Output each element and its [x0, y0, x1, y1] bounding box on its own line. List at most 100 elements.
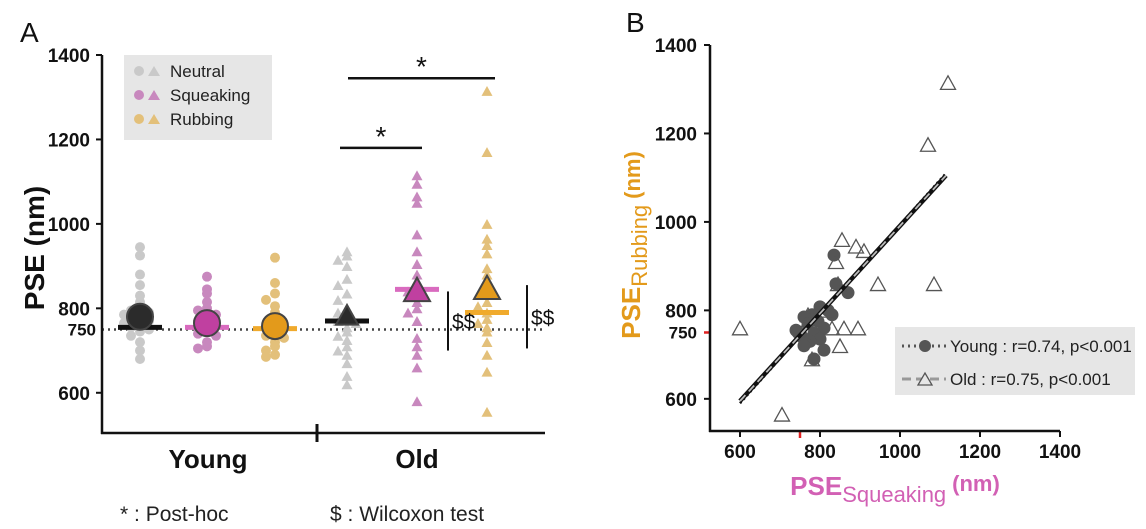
point-old-squeaking-18 — [411, 349, 423, 360]
point-old-neutral-15 — [332, 330, 344, 341]
point-old-rubbing-19 — [481, 366, 493, 377]
b-y-tick-label-1400: 1400 — [655, 36, 697, 57]
legend-background — [124, 55, 272, 140]
panel-a-annotations: * * $$ $$ — [340, 51, 555, 351]
point-old-squeaking-19 — [411, 362, 423, 373]
point-young-rubbing-0 — [270, 252, 280, 263]
b-fit-line-old — [739, 174, 947, 402]
b-y-tick-label-800: 800 — [665, 301, 697, 322]
legend-young: Young : r=0.74, p<0.001 — [950, 337, 1132, 356]
b-point-young-15 — [797, 339, 811, 353]
point-old-neutral-2 — [332, 254, 344, 265]
b-y-tick-label-1000: 1000 — [655, 213, 697, 234]
point-young-neutral-18 — [126, 330, 136, 341]
footnote-posthoc: * : Post-hoc — [120, 503, 229, 526]
point-old-squeaking-15 — [411, 316, 423, 326]
panel-b-points — [731, 74, 957, 422]
point-old-squeaking-4 — [411, 229, 423, 240]
panel-b-ylabel-unit: (nm) — [620, 151, 645, 199]
legend-rubbing: Rubbing — [170, 110, 233, 129]
panel-b-ylabel-subscript: Rubbing — [627, 205, 652, 287]
legend-rubbing-triangle-icon — [148, 114, 160, 124]
wilcoxon-label-0: $$ — [452, 311, 476, 334]
b-point-old-15 — [731, 319, 749, 336]
wilcoxon-label-1: $$ — [531, 307, 555, 330]
panel-b-xlabel-subscript: Squeaking — [842, 482, 946, 507]
reference-line-label: 750 — [68, 320, 96, 339]
point-old-rubbing-10 — [481, 297, 493, 307]
panel-b-xlabel: PSESqueaking (nm) — [790, 471, 1000, 507]
point-old-neutral-3 — [341, 261, 353, 272]
point-old-rubbing-14 — [472, 318, 484, 329]
panel-a-means — [126, 273, 502, 341]
point-old-rubbing-18 — [481, 349, 493, 360]
panel-b-legend-background — [895, 327, 1135, 395]
point-old-squeaking-5 — [411, 246, 423, 257]
b-point-old-5 — [827, 253, 845, 270]
b-point-old-2 — [833, 231, 851, 248]
b-point-old-17 — [831, 337, 849, 354]
footnote-wilcoxon-symbol: $ : — [330, 503, 359, 526]
b-point-old-19 — [773, 406, 791, 422]
legend-young-circle-icon — [919, 340, 931, 352]
footnote-posthoc-text: Post-hoc — [146, 503, 229, 526]
point-young-rubbing-1 — [270, 278, 280, 288]
point-old-squeaking-1 — [411, 178, 423, 189]
point-old-squeaking-20 — [411, 396, 423, 407]
point-young-neutral-2 — [135, 269, 145, 280]
point-old-neutral-4 — [341, 273, 353, 284]
panel-b-x-ticks: 600 800 1000 1200 1400 — [724, 431, 1081, 463]
legend-squeaking: Squeaking — [170, 86, 250, 105]
point-old-neutral-6 — [341, 288, 353, 299]
legend-squeaking-triangle-icon — [148, 90, 160, 100]
point-old-squeaking-14 — [402, 307, 414, 318]
b-point-young-13 — [813, 332, 827, 346]
point-young-neutral-3 — [135, 280, 145, 291]
point-young-squeaking-2 — [202, 288, 212, 299]
b-point-old-1 — [919, 136, 937, 152]
b-point-old-13 — [849, 319, 867, 336]
point-old-squeaking-2 — [411, 191, 423, 202]
point-old-neutral-1 — [341, 250, 353, 261]
point-old-neutral-19 — [341, 349, 353, 360]
panel-b-label: B — [626, 7, 645, 38]
b-x-tick-label-600: 600 — [724, 442, 756, 463]
b-point-old-14 — [823, 319, 841, 336]
point-young-neutral-0 — [135, 242, 145, 253]
b-point-old-18 — [803, 350, 821, 367]
point-old-neutral-21 — [341, 370, 353, 381]
y-tick-label-600: 600 — [58, 384, 90, 405]
legend-rubbing-circle-icon — [134, 114, 144, 124]
b-point-old-6 — [869, 275, 887, 292]
panel-a-reference-line: 750 — [68, 320, 545, 339]
point-old-squeaking-6 — [411, 259, 423, 269]
point-old-rubbing-16 — [481, 326, 493, 337]
point-old-squeaking-3 — [411, 197, 423, 208]
point-old-squeaking-13 — [411, 303, 423, 314]
point-young-squeaking-16 — [193, 343, 203, 354]
point-old-neutral-17 — [341, 341, 353, 352]
b-point-old-3 — [847, 238, 865, 254]
point-young-rubbing-15 — [261, 351, 271, 362]
point-old-rubbing-1 — [481, 147, 493, 158]
point-old-rubbing-6 — [481, 263, 493, 274]
b-point-young-9 — [817, 321, 831, 335]
y-tick-label-800: 800 — [58, 299, 90, 320]
panel-a-legend: Neutral Squeaking Rubbing — [124, 55, 272, 140]
b-point-old-10 — [799, 306, 817, 323]
legend-old: Old : r=0.75, p<0.001 — [950, 370, 1111, 389]
panel-a-ylabel: PSE (nm) — [19, 186, 50, 310]
panel-a-y-ticks: 600 800 1000 1200 1400 — [48, 46, 102, 405]
point-young-neutral-20 — [135, 345, 145, 356]
b-x-tick-label-1000: 1000 — [879, 442, 921, 463]
point-young-rubbing-2 — [270, 288, 280, 299]
y-tick-label-1000: 1000 — [48, 215, 90, 236]
point-young-squeaking-0 — [202, 271, 212, 282]
panel-a-label: A — [20, 17, 39, 48]
point-old-neutral-16 — [341, 335, 353, 345]
mean-young-squeaking — [193, 309, 221, 338]
panel-b-legend: Young : r=0.74, p<0.001 Old : r=0.75, p<… — [895, 327, 1135, 395]
legend-neutral: Neutral — [170, 62, 225, 81]
b-x-tick-label-800: 800 — [804, 442, 836, 463]
